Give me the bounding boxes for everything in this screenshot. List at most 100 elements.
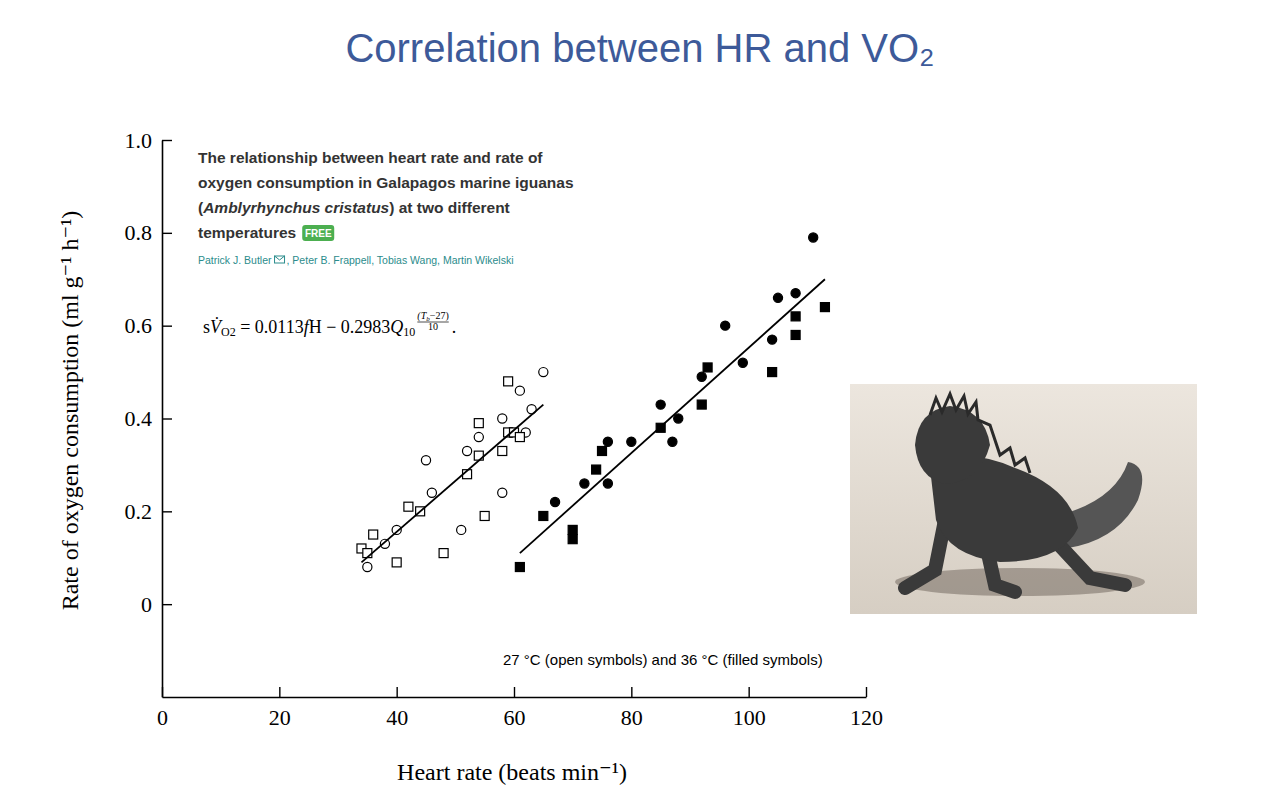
point [697,372,706,381]
point [498,488,507,497]
point [474,432,483,441]
x-tick-label: 20 [269,705,291,730]
x-tick-mark [279,687,280,697]
point [550,497,559,506]
plot-area [357,233,829,572]
y-tick-mark [162,604,172,605]
point [427,488,436,497]
x-tick-mark [866,687,867,697]
equation-exponent: 10 [428,321,438,332]
x-tick: 0 [157,687,168,730]
point [768,368,777,377]
equation-part: Q [390,317,403,337]
y-axis: 0 0.2 0.4 0.6 0.8 1.0 [125,128,173,698]
photo-ground [850,384,1197,614]
x-tick-label: 100 [733,705,766,730]
x-tick-mark [162,687,163,697]
point [539,367,548,376]
x-tick: 80 [621,687,643,730]
point [768,335,777,344]
y-tick-label: 0.8 [125,220,153,245]
y-axis-title: Rate of oxygen consumption (ml g⁻¹ h⁻¹) [57,211,83,611]
photo [850,384,1197,614]
point [392,558,401,567]
paper-title-line: oxygen consumption in Galapagos marine i… [198,174,574,191]
point [369,530,378,539]
point-group [515,303,829,572]
paper-title-line: (Amblyrhynchus cristatus) at two differe… [198,199,510,216]
point [439,549,448,558]
y-tick: 0 [141,592,172,617]
point [791,330,800,339]
point-group [363,367,548,571]
point [504,377,513,386]
point [568,525,577,534]
point [457,525,466,534]
point [515,433,524,442]
point [539,511,548,520]
equation: sV̇O2 = 0.0113fH − 0.2983Q10 [203,316,415,339]
x-tick: 60 [504,687,526,730]
paper-title-text: The relationship between heart rate and … [198,149,543,166]
x-tick: 40 [386,687,408,730]
point [809,233,818,242]
x-tick: 20 [269,687,291,730]
paper-title-text: temperatures [198,224,296,241]
y-tick-mark [162,418,172,419]
y-tick: 0.4 [125,406,173,431]
point [703,363,712,372]
x-axis-title: Heart rate (beats min⁻¹) [397,759,627,785]
x-tick-mark [631,687,632,697]
y-tick: 1.0 [125,128,173,153]
paper-authors: , Peter B. Frappell, Tobias Wang, Martin… [287,254,514,266]
badge-text: FREE [305,228,332,239]
point [592,465,601,474]
point-group [357,377,524,567]
x-tick-label: 60 [504,705,526,730]
point [627,437,636,446]
point [656,400,665,409]
equation-part: 10 [403,325,415,339]
annotation: 27 °C (open symbols) and 36 °C (filled s… [503,651,823,668]
point [404,502,413,511]
x-tick-label: 40 [386,705,408,730]
point [421,456,430,465]
equation-part: = 0.0113 [236,317,304,337]
y-tick-mark [162,233,172,234]
paper-title-text: oxygen consumption in Galapagos marine i… [198,174,574,191]
regression-line [361,405,543,563]
x-tick-label: 120 [850,705,883,730]
y-tick-label: 1.0 [125,128,153,153]
y-tick: 0.2 [125,499,173,524]
point [498,446,507,455]
slide-title: Correlation between HR and VO₂ [345,26,934,70]
point [474,419,483,428]
point [480,511,489,520]
mail-icon-flap [275,256,285,260]
point [598,446,607,455]
equation-part: H − 0.2983 [309,317,391,337]
y-tick-mark [162,325,172,326]
paper-title-line: temperatures [198,224,296,241]
y-tick-label: 0.2 [125,499,153,524]
point [580,479,589,488]
y-tick-mark [162,511,172,512]
y-tick-label: 0.4 [125,406,153,431]
point [498,414,507,423]
y-tick-mark [162,140,172,141]
point [515,386,524,395]
point [568,535,577,544]
paper-title-text: ) at two different [389,199,510,216]
photo-spines [930,394,1030,473]
point [462,446,471,455]
point [603,479,612,488]
point [674,414,683,423]
badge [302,225,334,241]
point [603,437,612,446]
paper-title-line: The relationship between heart rate and … [198,149,543,166]
point [791,289,800,298]
point [363,562,372,571]
x-tick-mark [748,687,749,697]
y-tick: 0.6 [125,313,173,338]
point [515,563,524,572]
